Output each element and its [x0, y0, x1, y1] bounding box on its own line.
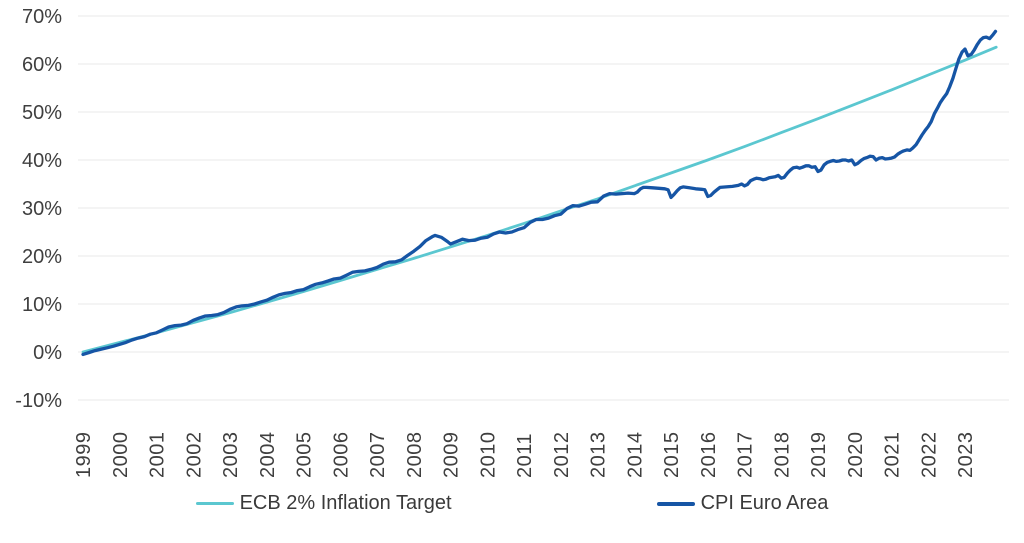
y-axis-label: 10% — [22, 294, 62, 316]
legend-label-cpi-euro-area: CPI Euro Area — [700, 492, 829, 514]
y-axis-label: 30% — [22, 198, 62, 220]
x-axis-label: 2009 — [441, 432, 463, 479]
y-axis-label: 60% — [22, 54, 62, 76]
x-axis-label: 2003 — [220, 432, 242, 479]
x-axis-label: 1999 — [73, 432, 95, 479]
x-axis-label: 2000 — [110, 432, 132, 479]
plot-area: 70% 60% 50% 40% 30% 20% 10% 0% -10% 1999 2000 2001 2… — [15, 6, 1009, 479]
y-axis-label: 40% — [22, 150, 62, 172]
series-line-cpi-euro-area — [81, 29, 998, 357]
x-axis-label: 2019 — [808, 432, 830, 479]
target-line-swatch — [195, 502, 234, 505]
x-axis-label: 2021 — [882, 432, 904, 479]
x-axis-label: 2012 — [551, 432, 573, 479]
y-axis-label: 70% — [22, 6, 62, 28]
x-axis-label: 2014 — [624, 432, 646, 479]
series-line-ecb-2-inflation-target — [81, 45, 998, 354]
x-axis-label: 2013 — [588, 432, 610, 479]
x-axis-label: 2022 — [918, 432, 940, 479]
cpi-line-swatch — [656, 501, 695, 506]
y-axis-label: 20% — [22, 246, 62, 268]
x-axis-label: 2020 — [845, 432, 867, 479]
x-axis-label: 2008 — [404, 432, 426, 479]
x-axis-label: 2007 — [367, 432, 389, 479]
x-axis-label: 2010 — [477, 432, 499, 479]
x-axis-label: 2004 — [257, 432, 279, 479]
legend: ECB 2% Inflation Target CPI Euro Area — [0, 492, 1024, 515]
x-axis-label: 2001 — [147, 432, 169, 479]
legend-label-ecb-target: ECB 2% Inflation Target — [239, 492, 452, 514]
legend-item-ecb-target: ECB 2% Inflation Target — [195, 492, 452, 515]
x-axis-label: 2011 — [514, 433, 536, 478]
y-axis-label: -10% — [15, 390, 62, 412]
x-axis-label: 2017 — [735, 432, 757, 479]
x-axis-label: 2016 — [698, 432, 720, 479]
x-axis-label: 2018 — [771, 432, 793, 479]
x-axis-label: 2023 — [955, 432, 977, 479]
inflation-chart: 70% 60% 50% 40% 30% 20% 10% 0% -10% 1999 2000 2001 2… — [15, 6, 1009, 514]
x-axis-label: 2015 — [661, 432, 683, 479]
x-axis-label: 2006 — [330, 432, 352, 479]
legend-item-cpi-euro-area: CPI Euro Area — [656, 492, 829, 515]
y-axis-label: 50% — [22, 102, 62, 124]
x-axis-label: 2002 — [183, 432, 205, 479]
x-axis-label: 2005 — [294, 432, 316, 479]
y-axis-label: 0% — [33, 342, 62, 364]
